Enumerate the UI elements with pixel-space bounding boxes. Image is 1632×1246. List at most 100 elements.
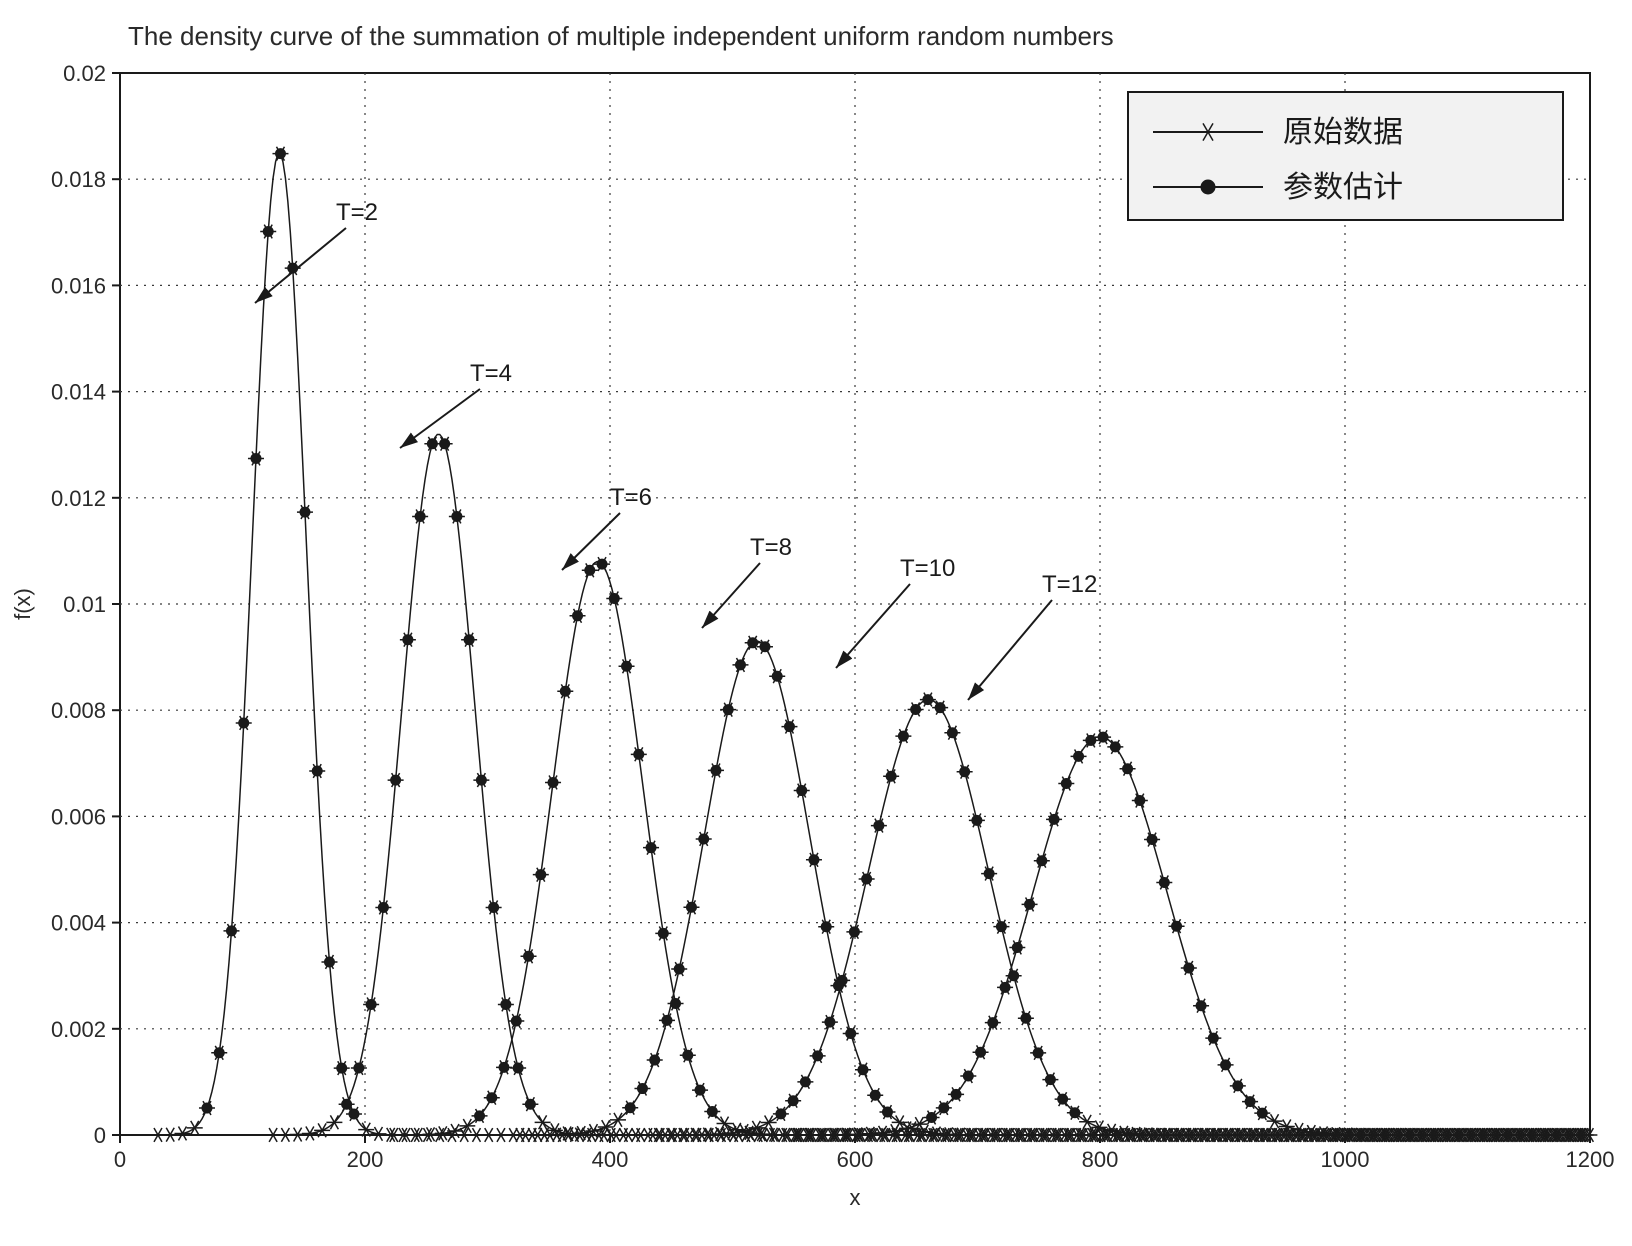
dot-marker [1070,1108,1080,1118]
dot-marker [1000,982,1010,992]
dot-marker [251,453,261,463]
y-axis-label: f(x) [10,588,35,620]
dot-marker [202,1103,212,1113]
dot-marker [511,1016,521,1026]
annotation-arrow [702,563,760,628]
dot-marker [1159,877,1169,887]
dot-marker [837,975,847,985]
dot-marker [984,869,994,879]
dot-marker [1172,921,1182,931]
legend-item-label: 原始数据 [1283,116,1403,149]
dot-marker [923,695,933,705]
annotation-arrow [562,513,620,570]
dot-marker [475,1111,485,1121]
dot-marker [772,671,782,681]
dot-marker [622,661,632,671]
dot-marker [415,511,425,521]
dot-marker [935,703,945,713]
y-tick-label: 0.02 [63,61,106,86]
density-chart: The density curve of the summation of mu… [0,0,1632,1246]
y-tick-label: 0.016 [51,273,106,298]
dot-marker [312,766,322,776]
y-gridlines [112,73,1590,1135]
dot-marker [536,870,546,880]
dot-marker [996,922,1006,932]
dot-marker [625,1103,635,1113]
dot-marker [849,927,859,937]
dot-marker [1058,1094,1068,1104]
y-tick-label: 0.018 [51,167,106,192]
dot-marker [927,1113,937,1123]
star-marker [187,1121,203,1135]
dot-marker [760,642,770,652]
curve-annotation: T=6 [610,484,652,511]
x-tick-label: 600 [837,1147,874,1172]
dot-marker [464,635,474,645]
x-tick-label: 1200 [1566,1147,1615,1172]
chart-title: The density curve of the summation of mu… [128,21,1114,51]
x-axis-label: x [850,1185,861,1210]
dot-marker [226,926,236,936]
series-star-markers [150,147,1597,1142]
dot-marker [427,439,437,449]
dot-marker [1037,856,1047,866]
dot-marker [662,1015,672,1025]
dot-marker [825,1017,835,1027]
dot-marker [525,1099,535,1109]
dot-marker [1098,732,1108,742]
dot-marker [911,704,921,714]
dot-marker [711,765,721,775]
dot-marker [513,1063,523,1073]
x-tick-label: 200 [347,1147,384,1172]
dot-marker [499,1062,509,1072]
dot-marker [963,1071,973,1081]
dot-marker [748,638,758,648]
dot-marker [239,718,249,728]
dot-marker [695,1085,705,1095]
dot-marker [686,902,696,912]
dot-marker [403,635,413,645]
dot-marker [1245,1097,1255,1107]
series-dot-markers [202,149,1267,1123]
annotation-arrow [836,584,910,668]
dot-marker [723,705,733,715]
x-tick-label: 400 [592,1147,629,1172]
curve-annotation: T=12 [1042,571,1097,598]
dot-marker [699,834,709,844]
dot-marker [707,1106,717,1116]
series-line [394,562,1590,1135]
dot-marker [1110,742,1120,752]
dot-marker [476,775,486,785]
dot-marker [1147,835,1157,845]
dot-marker [1135,796,1145,806]
dot-marker [972,815,982,825]
dot-marker [275,149,285,159]
y-tick-label: 0.006 [51,804,106,829]
dot-marker [501,999,511,1009]
dot-marker [1009,971,1019,981]
dot-marker [391,775,401,785]
dot-marker [1086,735,1096,745]
star-marker [290,1128,306,1142]
curve-annotation: T=4 [470,360,512,387]
y-tick-label: 0.002 [51,1017,106,1042]
dot-marker [524,951,534,961]
dot-marker [821,922,831,932]
dot-marker [951,1089,961,1099]
x-tick-labels: 020040060080010001200 [114,1147,1615,1172]
annotation-arrow [968,600,1052,700]
dot-marker [898,731,908,741]
dot-marker [862,874,872,884]
dot-marker [674,964,684,974]
y-tick-label: 0 [94,1123,106,1148]
dot-marker [489,902,499,912]
legend-item-label: 参数估计 [1283,171,1403,204]
dot-marker [597,559,607,569]
series-lines [158,154,1589,1135]
dot-marker [846,1029,856,1039]
dot-marker [1123,764,1133,774]
dot-marker [300,507,310,517]
dot-marker [776,1109,786,1119]
dot-marker [263,227,273,237]
y-tick-labels: 00.0020.0040.0060.0080.010.0120.0140.016… [51,61,106,1148]
